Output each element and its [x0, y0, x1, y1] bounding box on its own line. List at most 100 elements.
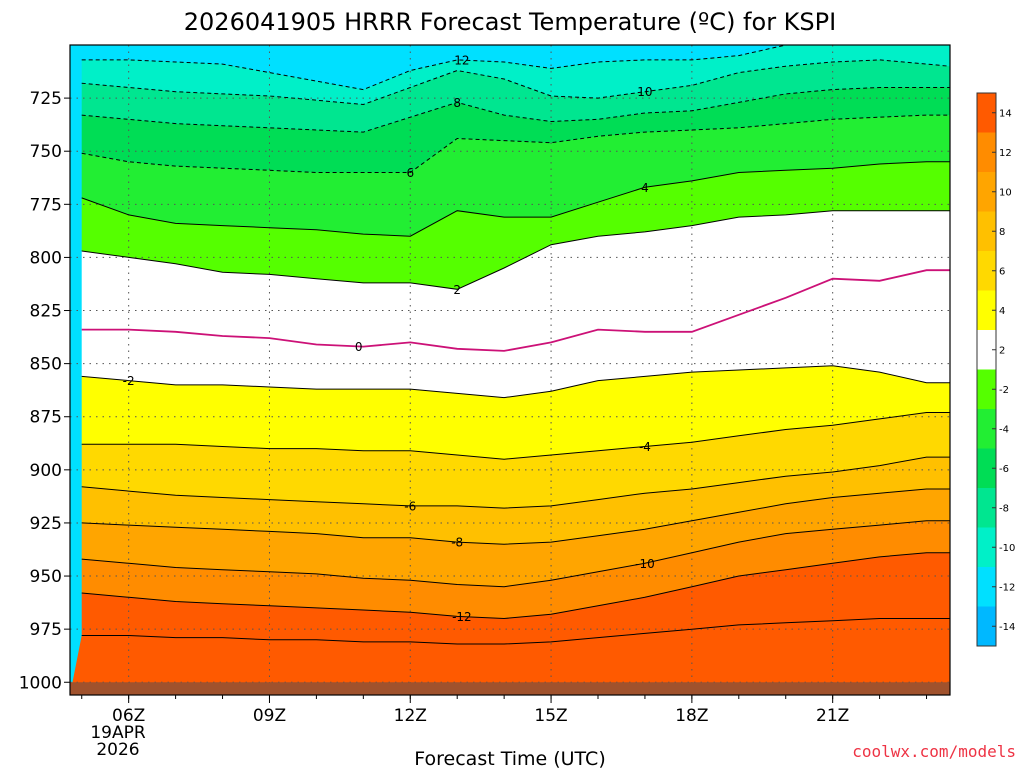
band-region: [81, 412, 950, 509]
plot-frame: [69, 44, 951, 696]
colorbar-legend: 14 12 10 8 6 4 2 -2 -4 -6 -8 -10 -12 -14: [976, 92, 1015, 647]
x-axis-label: Forecast Time (UTC): [414, 748, 605, 768]
colorbar-label: -10: [999, 543, 1015, 554]
isotherm-labels: 12 10 8 6 4 2 0 -2 -4 -6 -8 -10 -12: [123, 54, 655, 625]
colorbar-segment: [977, 330, 996, 370]
grid-lines: [70, 45, 950, 695]
isotherm-line: [81, 412, 950, 460]
isotherm-label: 8: [453, 96, 461, 110]
isotherm-label: -8: [451, 536, 463, 550]
colorbar-segment: [977, 132, 996, 172]
band-region: [81, 457, 950, 545]
y-tick-label: 950: [30, 567, 62, 587]
x-tick-label: 06Z: [112, 706, 145, 726]
x-tick-label: 09Z: [253, 706, 286, 726]
x-tick-label: 12Z: [394, 706, 427, 726]
isotherm-label: -6: [404, 499, 416, 513]
colorbar-label: 12: [999, 148, 1012, 159]
x-tick-label: 15Z: [534, 706, 567, 726]
isotherm-label: -10: [635, 557, 655, 571]
band-region: [81, 59, 950, 133]
x-axis: 19APR 2026 06Z 09Z 12Z 15Z 18Z 21Z: [81, 695, 928, 760]
isotherm-line: [81, 269, 950, 352]
band-region: [81, 552, 950, 644]
x-tick-label: 21Z: [816, 706, 849, 726]
isotherm-lines: [81, 45, 950, 645]
isotherm-label: 10: [637, 85, 652, 99]
isotherm-line: [81, 618, 950, 645]
colorbar-segment: [977, 527, 996, 567]
colorbar-segment: [977, 488, 996, 528]
isotherm-line: [81, 161, 950, 237]
y-tick-label: 825: [30, 302, 62, 322]
colorbar-segment: [977, 567, 996, 607]
y-tick-label: 900: [30, 461, 62, 481]
y-tick-label: 800: [30, 248, 62, 268]
isotherm-label: -2: [123, 374, 135, 388]
colorbar-label: 14: [999, 108, 1012, 119]
colorbar-frame: [976, 92, 997, 647]
isotherm-line: [81, 45, 792, 91]
colorbar-label: 10: [999, 187, 1012, 198]
credit-text: coolwx.com/models: [852, 742, 1016, 761]
colorbar-label: 4: [999, 306, 1005, 317]
y-tick-label: 1000: [19, 673, 62, 693]
isotherm-label: 2: [453, 283, 461, 297]
colorbar-label: 2: [999, 345, 1005, 356]
colorbar-label: -14: [999, 622, 1015, 633]
colorbar-segment: [977, 290, 996, 330]
isotherm-label: 6: [406, 166, 414, 180]
y-tick-label: 850: [30, 355, 62, 375]
colorbar-segment: [977, 251, 996, 291]
chart-title: 2026041905 HRRR Forecast Temperature (ºC…: [184, 8, 836, 36]
isotherm-line: [81, 365, 950, 399]
y-tick-label: 725: [30, 89, 62, 109]
band-region: [81, 210, 950, 351]
band-region: [81, 115, 950, 237]
y-axis: 725 750 775 800 825 850 875 900 925 950 975 1000: [19, 89, 70, 693]
colorbar-label: 6: [999, 266, 1005, 277]
isotherm-label: 12: [454, 54, 469, 68]
isotherm-label: -4: [639, 440, 651, 454]
band-region: [81, 365, 950, 460]
isotherm-line: [81, 520, 950, 588]
y-tick-label: 775: [30, 195, 62, 215]
colorbar-segment: [977, 172, 996, 212]
y-tick-label: 875: [30, 408, 62, 428]
band-region: [70, 618, 950, 695]
colorbar-segment: [977, 211, 996, 251]
isotherm-label: 4: [641, 181, 649, 195]
band-region: [70, 45, 950, 90]
isotherm-line: [81, 87, 950, 133]
isotherm-line: [81, 210, 950, 290]
isotherm-label: 0: [355, 340, 363, 354]
date-label-day: 19APR: [90, 723, 146, 743]
colorbar-label: -8: [999, 503, 1009, 514]
band-region: [81, 45, 950, 105]
y-tick-label: 750: [30, 142, 62, 162]
ground-layer: [70, 682, 950, 695]
band-region: [81, 270, 950, 398]
colorbar-segment: [977, 448, 996, 488]
isotherm-line: [81, 59, 950, 106]
colorbar-segment: [977, 409, 996, 449]
y-tick-label: 975: [30, 620, 62, 640]
ground-fill: [70, 682, 950, 695]
y-tick-label: 925: [30, 514, 62, 534]
colorbar-segment: [977, 93, 996, 133]
colorbar-label: 8: [999, 227, 1005, 238]
isotherm-line: [81, 488, 950, 545]
colorbar-label: -4: [999, 424, 1009, 435]
colorbar-segment: [977, 369, 996, 409]
colorbar-label: -6: [999, 464, 1009, 475]
colorbar-label: -2: [999, 385, 1009, 396]
colorbar-label: -12: [999, 582, 1015, 593]
colorbar-segment: [977, 606, 996, 646]
x-tick-label: 18Z: [675, 706, 708, 726]
date-label-year: 2026: [96, 740, 139, 760]
isotherm-line: [81, 552, 950, 620]
band-region: [81, 520, 950, 619]
isotherm-line: [81, 114, 950, 173]
isotherm-line: [81, 456, 950, 509]
